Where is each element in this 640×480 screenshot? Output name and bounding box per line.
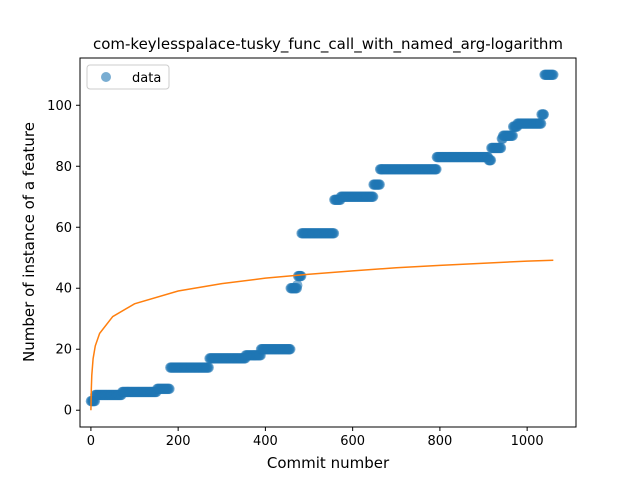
y-tick-label: 40 — [55, 282, 72, 297]
y-axis-ticks: 0 20 40 60 80 100 — [47, 99, 80, 419]
x-tick-label: 1000 — [511, 434, 544, 449]
x-tick-label: 200 — [166, 434, 191, 449]
legend: data — [86, 64, 170, 90]
data-point — [285, 344, 296, 355]
data-point — [328, 228, 340, 239]
data-point — [292, 279, 303, 291]
legend-marker-data — [101, 72, 111, 82]
series-line-fit — [90, 259, 554, 411]
x-axis-label: Commit number — [267, 454, 390, 472]
data-point — [507, 130, 518, 141]
legend-label-data: data — [132, 71, 161, 86]
legend-box — [86, 64, 170, 90]
data-point — [485, 154, 497, 166]
y-tick-label: 0 — [64, 404, 72, 419]
data-point — [295, 270, 307, 282]
x-tick-label: 800 — [427, 434, 452, 449]
data-point — [495, 142, 507, 154]
data-point — [367, 191, 379, 202]
x-tick-label: 400 — [253, 434, 278, 449]
data-point — [538, 109, 549, 120]
data-point — [548, 69, 559, 80]
data-point — [203, 362, 214, 373]
data-point — [164, 383, 175, 395]
y-tick-label: 20 — [55, 343, 72, 358]
y-axis-label: Number of instance of a feature — [20, 122, 38, 362]
chart-title: com-keylesspalace-tusky_func_call_with_n… — [93, 35, 563, 54]
data-point — [431, 164, 442, 175]
data-point — [374, 179, 385, 190]
data-point — [535, 118, 547, 129]
y-tick-label: 100 — [47, 99, 72, 114]
y-tick-label: 80 — [55, 160, 72, 175]
y-tick-label: 60 — [55, 221, 72, 236]
x-tick-label: 600 — [340, 434, 365, 449]
x-axis-ticks: 0 200 400 600 800 1000 — [87, 427, 544, 449]
plot-frame — [79, 57, 577, 428]
plot-marks — [85, 69, 559, 411]
x-tick-label: 0 — [87, 434, 95, 449]
